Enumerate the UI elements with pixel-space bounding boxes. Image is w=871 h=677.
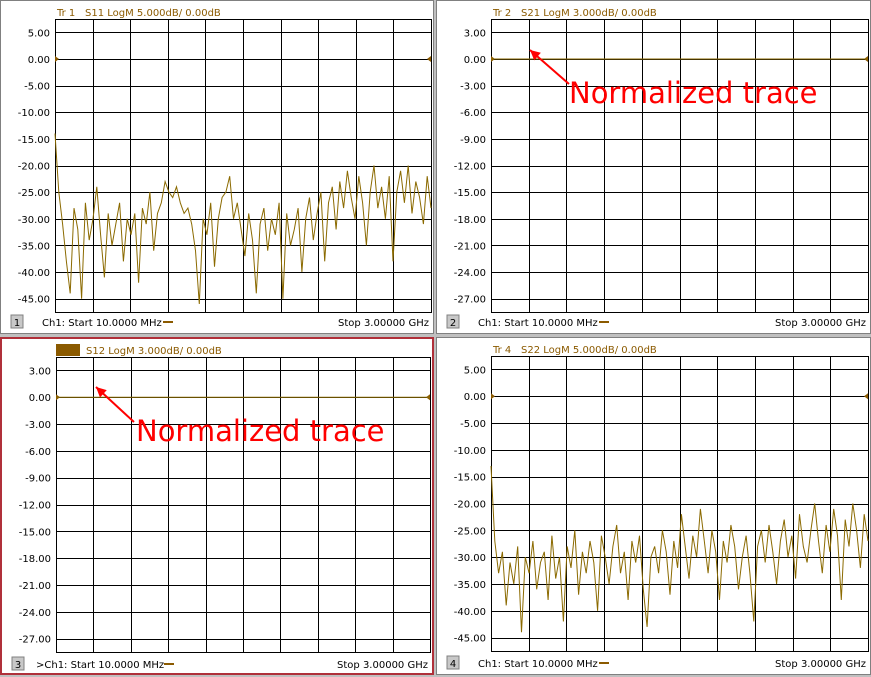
stop-frequency[interactable]: Stop 3.00000 GHz <box>775 318 866 329</box>
annotation-arrowhead <box>530 50 541 61</box>
trace-panel-4[interactable]: Tr 4 S22 LogM 5.000dB/ 0.00dB 5.00 0.00 -5.0… <box>436 337 871 675</box>
y-tick-label: -15.00 <box>454 188 486 199</box>
y-tick-label: -27.00 <box>454 295 486 306</box>
y-tick-label: -9.00 <box>460 135 486 146</box>
channel-index: 3 <box>15 660 21 671</box>
y-tick-label: -27.00 <box>19 635 51 646</box>
trace-header: S11 LogM 5.000dB/ 0.00dB <box>85 8 221 19</box>
trace-line <box>54 133 432 305</box>
annotation-text: Normalized trace <box>136 414 385 448</box>
y-tick-label: 0.00 <box>464 55 486 66</box>
trace-label[interactable]: Tr 1 <box>56 8 75 19</box>
y-tick-label: -5.00 <box>24 82 50 93</box>
trace-label[interactable]: Tr 3 <box>57 346 76 357</box>
y-tick-label: 5.00 <box>464 365 486 376</box>
trace-header: S22 LogM 5.000dB/ 0.00dB <box>521 345 657 356</box>
trace-header: S12 LogM 3.000dB/ 0.00dB <box>86 346 222 357</box>
y-tick-label: -3.00 <box>460 82 486 93</box>
y-tick-label: -6.00 <box>460 108 486 119</box>
y-tick-label: -30.00 <box>18 215 50 226</box>
trace-line <box>490 465 869 633</box>
stop-frequency[interactable]: Stop 3.00000 GHz <box>338 318 429 329</box>
trace-header: S21 LogM 3.000dB/ 0.00dB <box>521 8 657 19</box>
channel-index: 4 <box>450 659 456 670</box>
y-tick-label: -15.00 <box>454 473 486 484</box>
y-tick-label: 3.00 <box>29 366 51 377</box>
chart-svg-1: Tr 1 S11 LogM 5.000dB/ 0.00dB 5.00 0.00 -5.0… <box>10 8 432 329</box>
y-tick-label: -40.00 <box>18 268 50 279</box>
y-tick-label: -20.00 <box>454 500 486 511</box>
chart-svg-4: Tr 4 S22 LogM 5.000dB/ 0.00dB 5.00 0.00 -5.0… <box>446 345 869 670</box>
stop-frequency[interactable]: Stop 3.00000 GHz <box>775 659 866 670</box>
annotation-text: Normalized trace <box>569 76 818 110</box>
y-tick-label: -9.00 <box>25 474 51 485</box>
trace-panel-2[interactable]: Tr 2 S21 LogM 3.000dB/ 0.00dB 3.00 0.00 -3.0… <box>436 0 871 334</box>
y-tick-label: 0.00 <box>29 393 51 404</box>
y-tick-label: -24.00 <box>454 268 486 279</box>
start-frequency[interactable]: >Ch1: Start 10.0000 MHz <box>36 660 164 671</box>
chart-svg-3: Tr 3 S12 LogM 3.000dB/ 0.00dB 3.00 0.00 -3.0… <box>11 344 431 671</box>
y-tick-label: -10.00 <box>18 108 50 119</box>
y-tick-label: -12.00 <box>19 501 51 512</box>
y-tick-label: 0.00 <box>28 55 50 66</box>
grid <box>491 356 869 652</box>
start-frequency[interactable]: Ch1: Start 10.0000 MHz <box>478 318 598 329</box>
trace-label[interactable]: Tr 2 <box>492 8 511 19</box>
stop-frequency[interactable]: Stop 3.00000 GHz <box>337 660 428 671</box>
y-tick-label: -45.00 <box>18 295 50 306</box>
channel-index-box <box>11 656 25 671</box>
y-tick-label: -24.00 <box>19 608 51 619</box>
y-tick-label: -20.00 <box>18 162 50 173</box>
start-frequency[interactable]: Ch1: Start 10.0000 MHz <box>478 659 598 670</box>
y-tick-label: -18.00 <box>19 554 51 565</box>
y-tick-label: -40.00 <box>454 607 486 618</box>
y-tick-label: -10.00 <box>454 446 486 457</box>
channel-index: 1 <box>14 318 20 329</box>
channel-index-box <box>446 655 460 670</box>
y-tick-label: -5.00 <box>460 419 486 430</box>
y-tick-label: -15.00 <box>19 527 51 538</box>
y-tick-label: 0.00 <box>464 392 486 403</box>
y-tick-label: -35.00 <box>454 580 486 591</box>
active-trace-highlight <box>56 344 80 356</box>
reference-marker-left[interactable] <box>55 55 59 62</box>
start-frequency[interactable]: Ch1: Start 10.0000 MHz <box>42 318 162 329</box>
reference-marker-right[interactable] <box>864 393 868 400</box>
y-tick-label: -21.00 <box>454 241 486 252</box>
y-tick-label: -3.00 <box>25 420 51 431</box>
y-tick-label: 5.00 <box>28 28 50 39</box>
y-tick-label: -45.00 <box>454 634 486 645</box>
trace-panel-1[interactable]: Tr 1 S11 LogM 5.000dB/ 0.00dB 5.00 0.00 -5.0… <box>0 0 434 334</box>
y-tick-label: -21.00 <box>19 581 51 592</box>
chart-svg-2: Tr 2 S21 LogM 3.000dB/ 0.00dB 3.00 0.00 -3.0… <box>446 8 869 329</box>
grid <box>55 19 432 313</box>
trace-label[interactable]: Tr 4 <box>492 345 511 356</box>
channel-index-box <box>10 314 24 329</box>
y-tick-label: -15.00 <box>18 135 50 146</box>
y-tick-label: -25.00 <box>18 188 50 199</box>
y-tick-label: -30.00 <box>454 553 486 564</box>
channel-index: 2 <box>450 318 456 329</box>
y-tick-label: -25.00 <box>454 526 486 537</box>
trace-panel-3[interactable]: Tr 3 S12 LogM 3.000dB/ 0.00dB 3.00 0.00 -3.0… <box>0 337 434 675</box>
y-tick-label: -18.00 <box>454 215 486 226</box>
y-tick-label: 3.00 <box>464 28 486 39</box>
y-tick-label: -35.00 <box>18 241 50 252</box>
channel-index-box <box>446 314 460 329</box>
y-tick-label: -6.00 <box>25 447 51 458</box>
reference-marker-right[interactable] <box>427 55 431 62</box>
reference-marker-left[interactable] <box>491 393 495 400</box>
y-tick-label: -12.00 <box>454 162 486 173</box>
grid <box>491 19 869 313</box>
annotation-arrowhead <box>96 387 107 398</box>
